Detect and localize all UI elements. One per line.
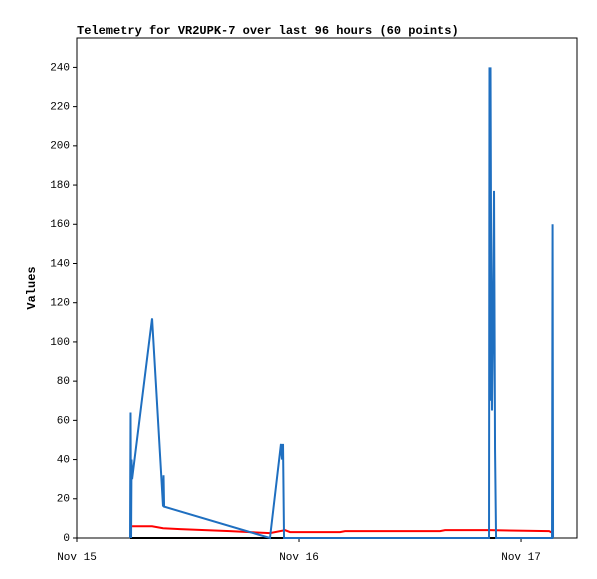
y-tick-label: 240 <box>50 62 70 74</box>
series-line <box>132 525 554 535</box>
y-tick-label: 0 <box>63 533 70 545</box>
y-tick-label: 220 <box>50 102 70 114</box>
y-tick-label: 140 <box>50 258 70 270</box>
x-tick-label: Nov 16 <box>279 552 319 564</box>
series-line <box>129 67 555 540</box>
x-tick-label: Nov 17 <box>501 552 541 564</box>
y-tick-label: 80 <box>57 376 70 388</box>
chart-title: Telemetry for VR2UPK-7 over last 96 hour… <box>77 24 459 38</box>
y-tick-label: 40 <box>57 454 70 466</box>
y-axis-label: Values <box>25 266 39 309</box>
y-tick-label: 100 <box>50 337 70 349</box>
y-tick-label: 120 <box>50 298 70 310</box>
y-tick-label: 20 <box>57 494 70 506</box>
y-tick-label: 160 <box>50 219 70 231</box>
y-tick-label: 60 <box>57 415 70 427</box>
y-tick-label: 180 <box>50 180 70 192</box>
x-tick-label: Nov 15 <box>57 552 97 564</box>
y-tick-label: 200 <box>50 141 70 153</box>
